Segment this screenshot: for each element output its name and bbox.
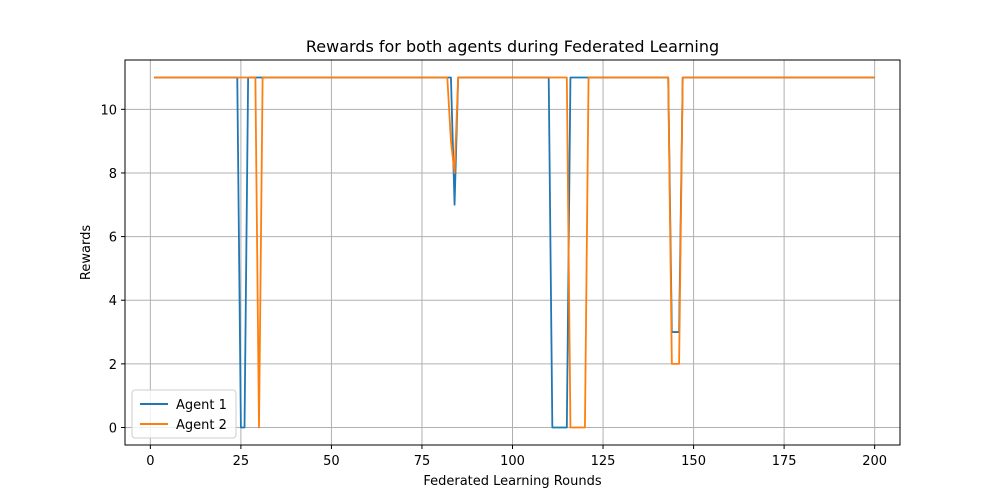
y-tick-label: 10 xyxy=(100,103,117,118)
x-tick-label: 100 xyxy=(500,454,525,469)
y-tick-label: 6 xyxy=(109,231,117,246)
y-tick-label: 2 xyxy=(109,358,117,373)
x-tick-label: 0 xyxy=(146,454,154,469)
y-tick-label: 8 xyxy=(109,167,117,182)
x-tick-label: 50 xyxy=(323,454,340,469)
legend-box xyxy=(131,389,237,439)
legend-label-agent-2: Agent 2 xyxy=(176,418,227,433)
y-axis-label: Rewards xyxy=(79,225,94,280)
legend-label-agent-1: Agent 1 xyxy=(176,398,227,413)
ticks: 0 25 50 75 100 125 150 175 200 0 2 4 6 8 10 xyxy=(100,103,887,469)
grid xyxy=(125,60,900,445)
x-tick-label: 200 xyxy=(862,454,887,469)
x-tick-label: 75 xyxy=(414,454,431,469)
series-group xyxy=(153,76,875,429)
y-tick-label: 4 xyxy=(109,294,117,309)
legend: Agent 1 Agent 2 xyxy=(131,389,237,439)
x-axis-label: Federated Learning Rounds xyxy=(423,474,602,489)
x-tick-label: 125 xyxy=(591,454,616,469)
x-tick-label: 150 xyxy=(681,454,706,469)
chart-title: Rewards for both agents during Federated… xyxy=(306,37,719,56)
y-tick-label: 0 xyxy=(109,422,117,437)
x-tick-label: 175 xyxy=(772,454,797,469)
series-line-agent-2 xyxy=(153,76,875,429)
x-tick-label: 25 xyxy=(233,454,250,469)
